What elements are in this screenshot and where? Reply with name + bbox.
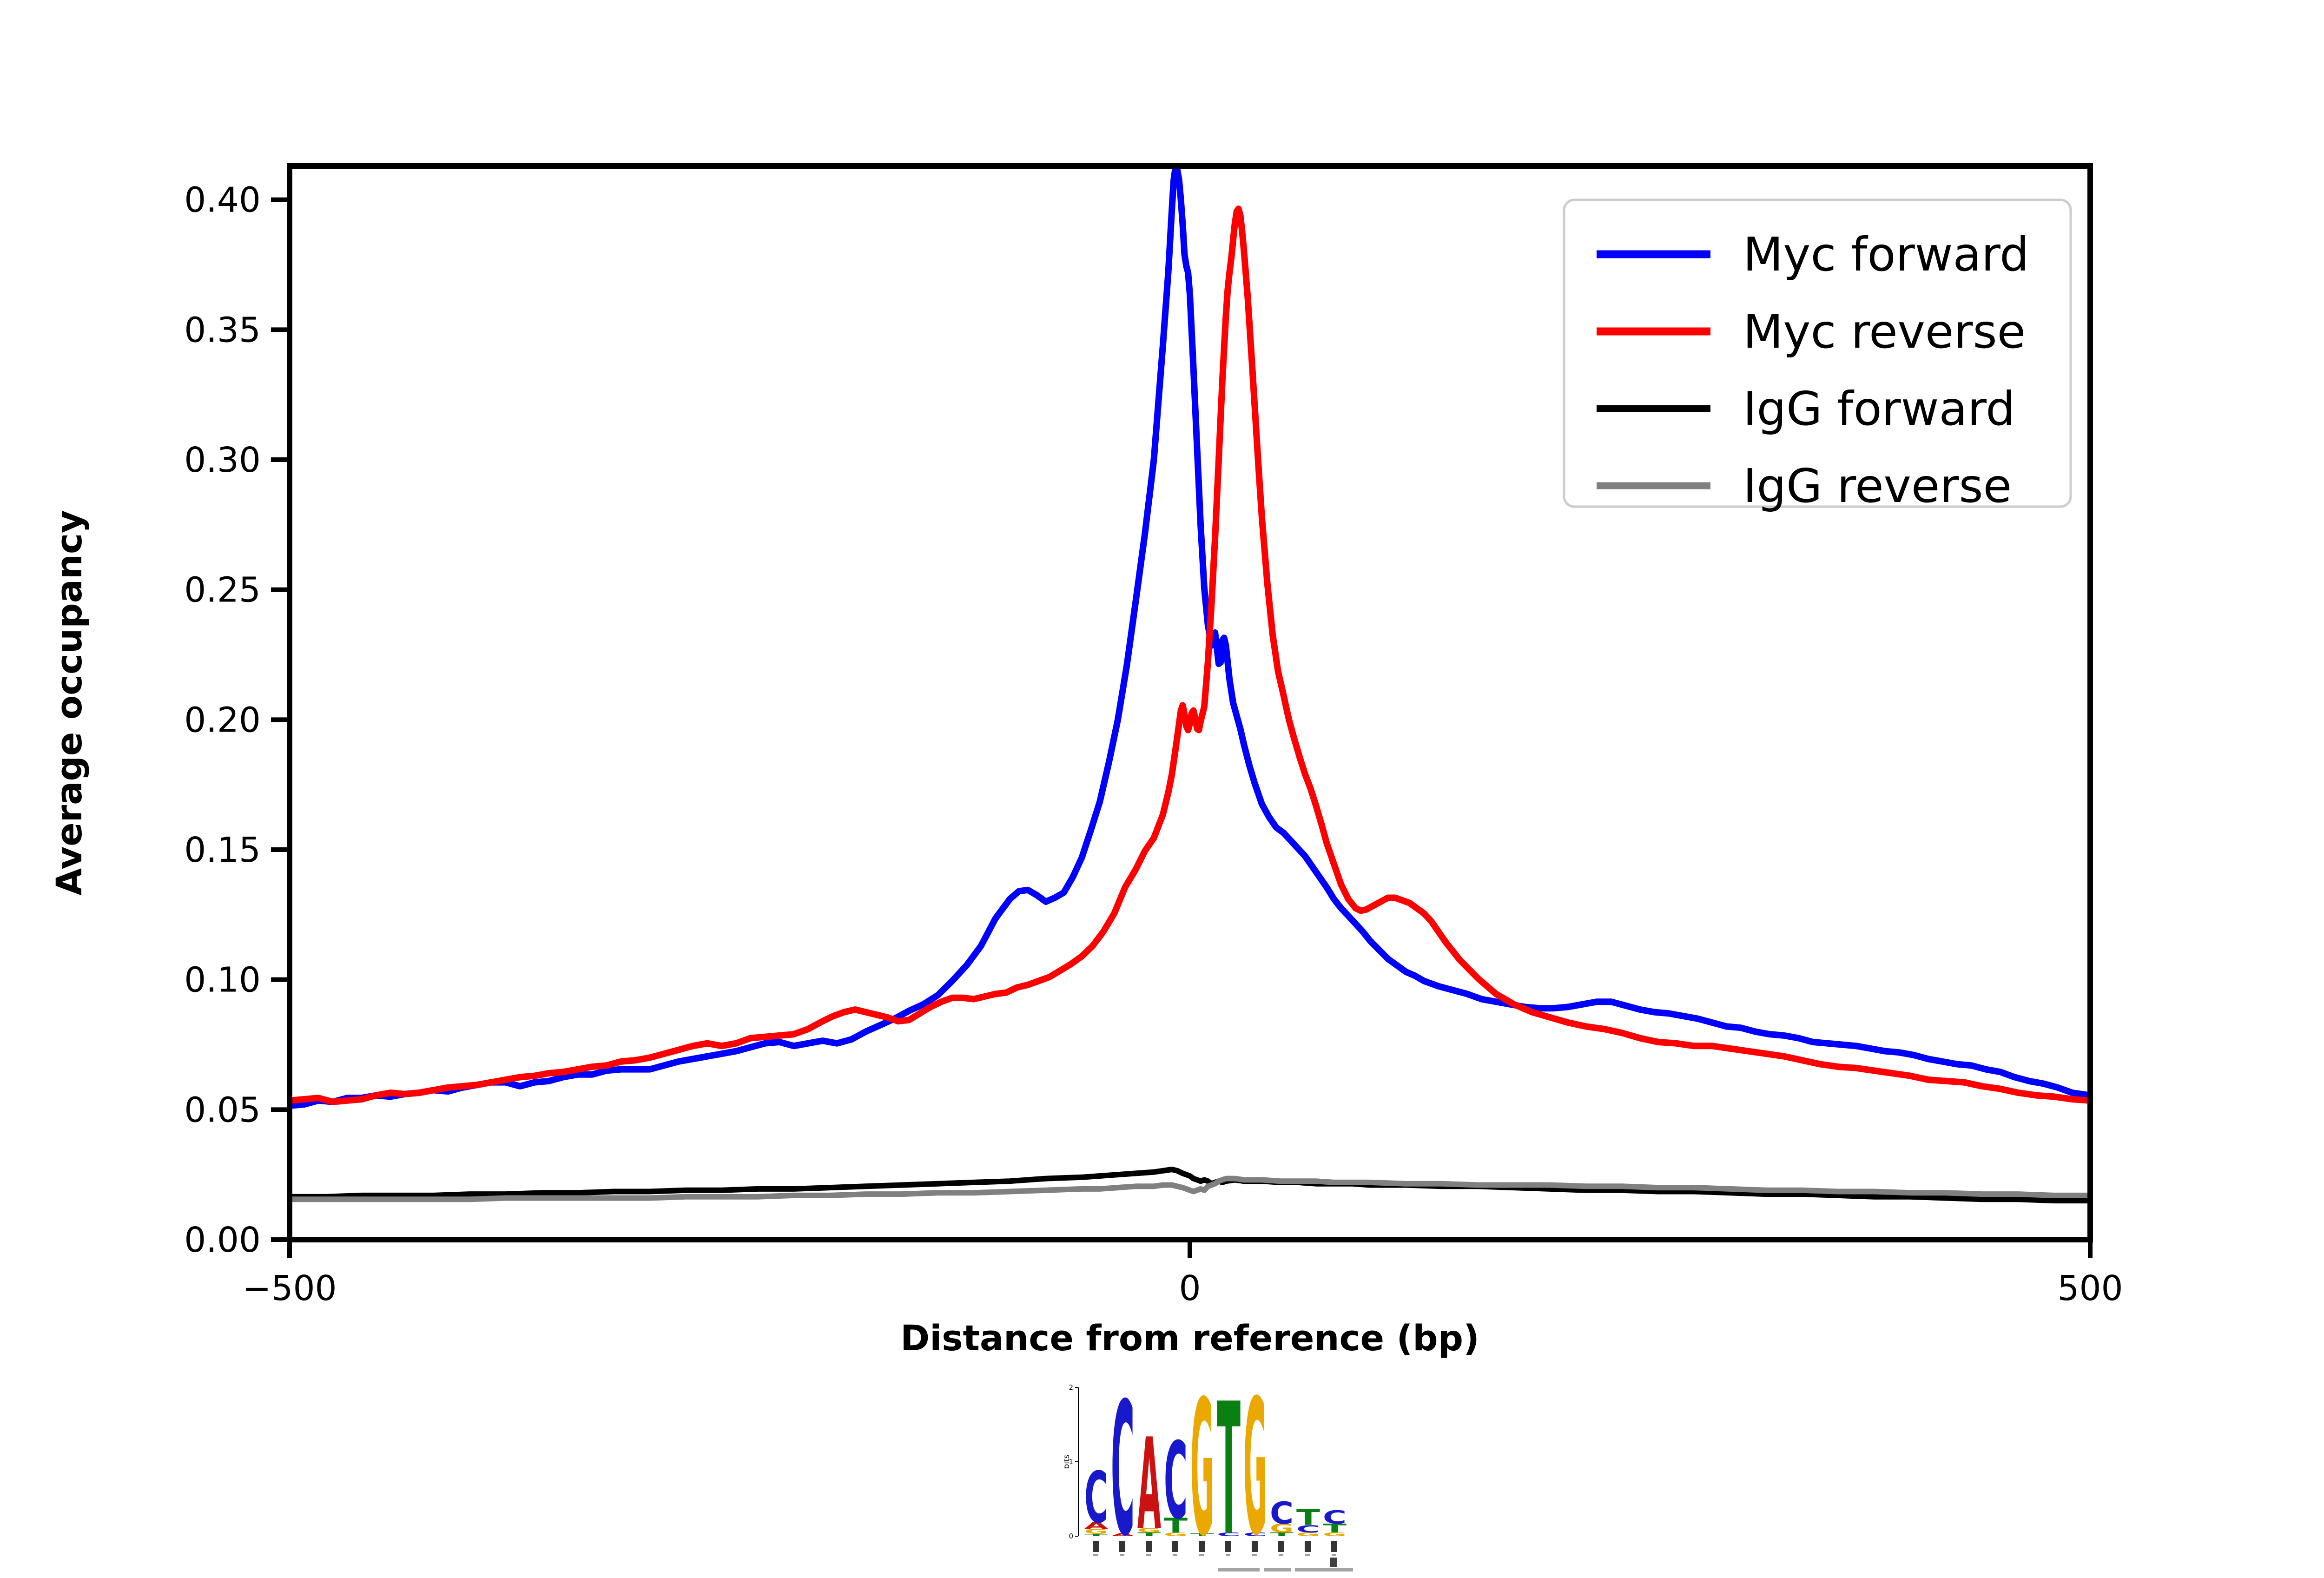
series-line-igg-reverse (290, 1175, 2090, 1202)
logo-letter-t: T (1084, 1533, 1108, 1537)
logo-position-mark (1252, 1554, 1257, 1556)
logo-position-mark (1172, 1541, 1178, 1552)
logo-position-mark (1226, 1554, 1230, 1556)
logo-fineprint-mark (1264, 1568, 1291, 1571)
logo-letter-t: T (1164, 1514, 1188, 1538)
logo-letter-a: A (1137, 1412, 1161, 1558)
logo-letter-c: C (1243, 1532, 1267, 1538)
logo-position-mark (1330, 1558, 1337, 1567)
logo-position-mark (1332, 1554, 1336, 1556)
logo-fineprint-mark (1218, 1568, 1260, 1571)
series-line-myc-reverse (290, 205, 2090, 1105)
logo-position-mark (1146, 1541, 1152, 1552)
x-tick-label: 0 (1179, 1268, 1201, 1308)
logo-letter-g: G (1296, 1532, 1320, 1538)
logo-letter-g: G (1164, 1532, 1188, 1538)
logo-letter-t: T (1190, 1532, 1215, 1537)
y-tick-label: 0.00 (184, 1220, 261, 1260)
logo-y-axis-label: bits (1064, 1454, 1071, 1469)
legend-label-myc-forward: Myc forward (1743, 227, 2029, 282)
legend-label-igg-reverse: IgG reverse (1743, 459, 2012, 513)
logo-position-mark (1173, 1554, 1177, 1556)
series-line-igg-forward (290, 1167, 2090, 1204)
x-tick-label: −500 (242, 1268, 337, 1308)
legend-label-igg-forward: IgG forward (1743, 382, 2015, 436)
y-tick-label: 0.20 (184, 700, 261, 740)
logo-letter-c: C (1270, 1496, 1294, 1531)
y-tick-label: 0.15 (184, 830, 261, 870)
logo-letter-c: C (1323, 1507, 1347, 1528)
logo-letter-t: T (1323, 1521, 1347, 1535)
logo-position-mark (1120, 1554, 1124, 1556)
logo-y-ticks: 0 1 2 (1069, 1383, 1078, 1540)
legend-box (1563, 198, 2072, 508)
legend: Myc forward Myc reverse IgG forward IgG rev… (1563, 198, 2072, 513)
logo-fineprint-mark (1295, 1568, 1353, 1571)
y-tick-label: 0.05 (184, 1090, 261, 1130)
logo-position-tick-marks (1093, 1541, 1337, 1567)
logo-letter-a: A (1111, 1532, 1135, 1537)
x-tick-label: 500 (2057, 1268, 2123, 1308)
legend-label-myc-reverse: Myc reverse (1743, 304, 2026, 359)
logo-position-mark (1199, 1541, 1205, 1552)
logo-position-mark (1225, 1541, 1231, 1552)
y-tick-label: 0.10 (184, 960, 261, 1000)
logo-position-mark (1305, 1554, 1310, 1556)
logo-fineprint (1218, 1568, 1353, 1571)
logo-position-mark (1093, 1541, 1099, 1552)
axis-ticks: −500 0 500 0.00 0.05 0.10 0.15 0.20 0.25 0.30 0.35… (184, 180, 2123, 1308)
logo-letter-t: T (1296, 1505, 1320, 1530)
logo-position-mark (1305, 1541, 1311, 1552)
logo-position-mark (1093, 1554, 1098, 1556)
logo-position-mark (1252, 1541, 1258, 1552)
logo-letter-c: C (1164, 1420, 1188, 1543)
logo-letter-c: C (1296, 1523, 1320, 1535)
logo-letter-g: G (1270, 1521, 1294, 1535)
logo-position-mark (1119, 1541, 1125, 1552)
y-axis-label: Average occupancy (48, 510, 90, 895)
logo-y-tick-label: 0 (1069, 1532, 1073, 1540)
logo-position-mark (1279, 1554, 1283, 1556)
logo-position-mark (1146, 1554, 1151, 1556)
logo-letter-g: G (1084, 1527, 1108, 1536)
logo-letter-t: T (1137, 1532, 1162, 1538)
logo-position-mark (1331, 1541, 1337, 1552)
series-lines (290, 166, 2090, 1204)
y-tick-label: 0.35 (184, 310, 261, 350)
logo-position-mark (1278, 1541, 1284, 1552)
x-axis-label: Distance from reference (bp) (900, 1317, 1479, 1359)
logo-letter-g: G (1137, 1527, 1161, 1534)
y-tick-label: 0.40 (184, 180, 261, 220)
y-tick-label: 0.30 (184, 440, 261, 480)
logo-y-tick-label: 1 (1069, 1458, 1073, 1466)
logo-letter-g: G (1323, 1532, 1347, 1538)
logo-letter-t: T (1270, 1532, 1294, 1538)
logo-letter-c: C (1217, 1532, 1241, 1538)
logo-y-tick-label: 2 (1069, 1383, 1073, 1392)
logo-position-mark (1199, 1554, 1204, 1556)
logo-letter-c: C (1084, 1457, 1108, 1539)
logo-letter-a: A (1084, 1520, 1108, 1531)
y-tick-label: 0.25 (184, 570, 261, 610)
